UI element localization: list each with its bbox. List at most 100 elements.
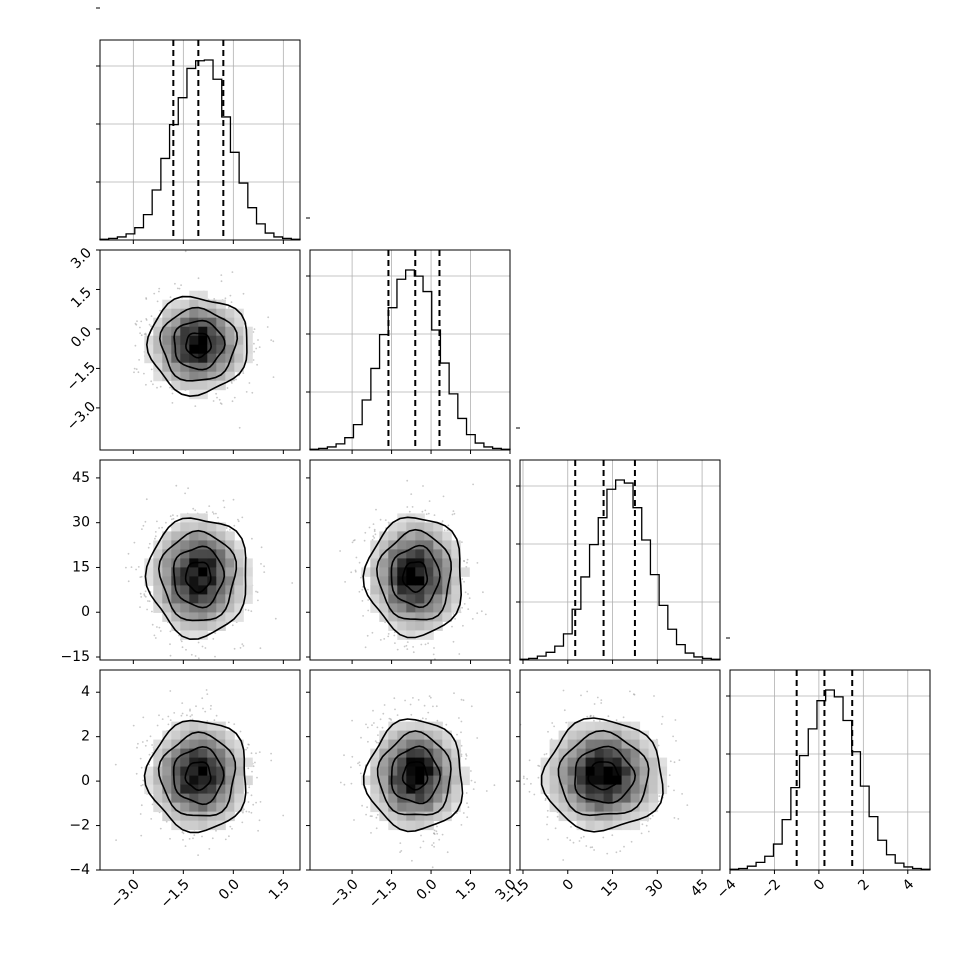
density-cell (433, 549, 443, 559)
sample-point (393, 634, 396, 637)
sample-point (379, 639, 382, 641)
density-cell (198, 513, 208, 523)
density-cell (144, 353, 154, 364)
density-cell (370, 766, 380, 777)
sample-point (382, 712, 385, 715)
density-cell (180, 766, 190, 777)
density-cell (171, 811, 181, 822)
density-cell (603, 784, 614, 795)
density-cell (153, 585, 163, 595)
density-cell (433, 558, 443, 568)
density-cell (379, 802, 389, 813)
density-cell (433, 522, 443, 532)
sample-point (144, 595, 147, 598)
sample-point (159, 242, 161, 244)
sample-point (375, 827, 378, 830)
sample-point (674, 719, 677, 721)
sample-point (215, 714, 218, 717)
sample-point (387, 635, 390, 638)
y-tick-label: −3.0 (64, 399, 99, 434)
sample-point (259, 647, 262, 650)
sample-point (578, 840, 581, 842)
sample-point (147, 546, 150, 549)
density-cell (397, 522, 407, 532)
density-cell (567, 775, 578, 786)
density-cell (153, 335, 163, 346)
density-cell (189, 371, 199, 382)
density-cell (225, 594, 235, 604)
density-cell (424, 612, 434, 622)
sample-point (422, 840, 425, 843)
sample-point (247, 767, 250, 770)
density-cell (189, 784, 199, 795)
sample-point (472, 788, 475, 790)
density-cell (162, 362, 172, 373)
x-tick-label: −1.5 (158, 876, 193, 911)
density-cell (442, 531, 452, 541)
density-cell (397, 567, 407, 577)
sample-point (197, 277, 200, 280)
density-cell (171, 335, 181, 346)
density-cell (171, 522, 181, 532)
density-cell (225, 585, 235, 595)
density-cell (442, 549, 452, 559)
y-tick-label: 0 (81, 604, 90, 620)
sample-point (159, 309, 162, 312)
sample-point (544, 797, 547, 800)
sample-point (143, 333, 146, 336)
density-cell (460, 567, 470, 577)
sample-point (458, 653, 461, 655)
sample-point (270, 752, 272, 755)
sample-point (375, 741, 378, 744)
sample-point (366, 806, 368, 809)
density-cell (225, 308, 235, 319)
sample-point (384, 519, 387, 521)
density-cell (621, 766, 632, 777)
sample-point (184, 492, 187, 495)
density-cell (406, 522, 416, 532)
density-cell (171, 721, 181, 732)
density-cell (406, 576, 416, 586)
y-tick-label: 45 (72, 470, 90, 486)
sample-point (180, 640, 183, 643)
density-cell (639, 775, 650, 786)
sample-point (376, 813, 379, 816)
density-cell (225, 730, 235, 741)
density-cell (594, 793, 605, 804)
density-cell (433, 757, 443, 768)
density-cell (234, 549, 244, 559)
sample-point (204, 710, 207, 713)
density-cell (433, 603, 443, 613)
sample-point (649, 817, 652, 820)
sample-point (358, 764, 361, 767)
density-cell (639, 730, 650, 741)
density-cell (379, 775, 389, 786)
density-cell (198, 612, 208, 622)
density-cell (567, 766, 578, 777)
sample-point (187, 487, 190, 490)
sample-point (647, 830, 650, 833)
sample-point (367, 588, 369, 591)
density-cell (225, 540, 235, 550)
density-cell (370, 802, 380, 813)
density-cell (198, 739, 208, 750)
sample-point (465, 566, 468, 568)
density-cell (198, 820, 208, 831)
sample-point (394, 642, 396, 644)
density-cell (379, 576, 389, 586)
sample-point (114, 763, 117, 766)
density-cell (567, 784, 578, 795)
density-cell (451, 793, 461, 804)
sample-point (364, 531, 367, 534)
sample-point (227, 693, 229, 695)
sample-point (142, 716, 145, 719)
sample-point (419, 846, 422, 849)
sample-point (454, 618, 456, 620)
sample-point (167, 715, 170, 718)
density-cell (216, 308, 226, 319)
sample-point (169, 386, 171, 389)
density-cell (198, 353, 208, 364)
x-tick-label: 0.0 (216, 876, 243, 903)
density-cell (549, 793, 560, 804)
sample-point (404, 699, 406, 702)
